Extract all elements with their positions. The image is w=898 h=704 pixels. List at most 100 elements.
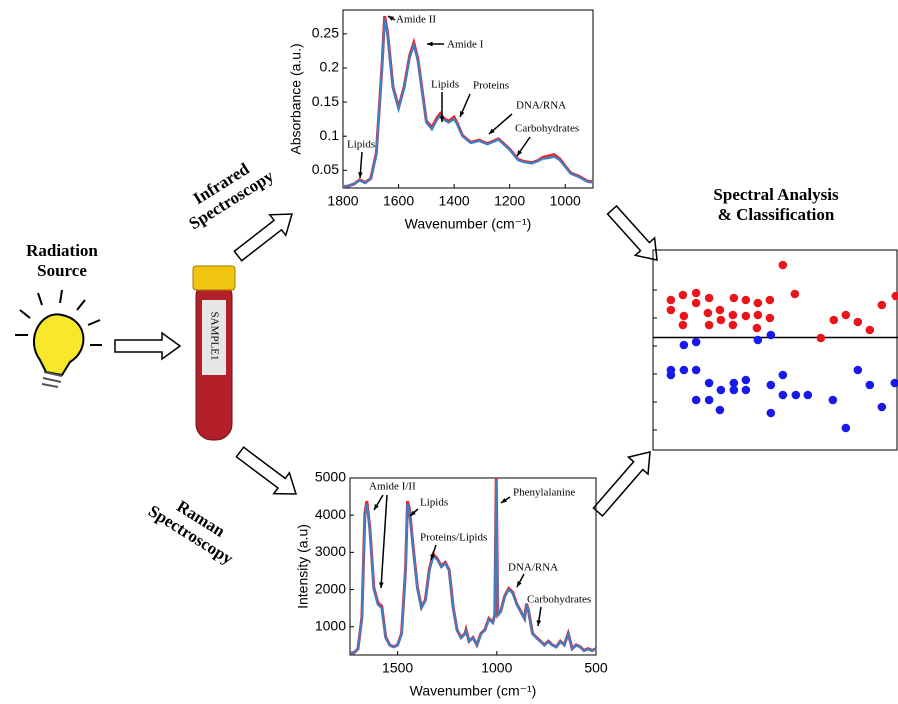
sample-point [766,380,776,390]
y-tick-label: 2000 [315,580,346,596]
sample-point [829,315,839,325]
annotation: Phenylalanine [513,487,575,499]
sample-point [741,311,751,321]
x-tick-label: 1000 [481,660,512,676]
x-tick-label: 1600 [383,193,414,209]
sample-point [729,293,739,303]
y-tick-label: 4000 [315,506,346,522]
annotation: Amide II [396,14,436,26]
sample-point [778,260,788,270]
arrow-head [536,620,542,626]
arrow-head [430,554,435,560]
sample-point [678,320,688,330]
sample-point [790,289,800,299]
arrow-head [489,128,495,134]
x-tick-label: 1200 [494,193,525,209]
arrow-head [439,116,445,122]
annotation: Lipids [431,79,459,91]
sample-point [691,288,701,298]
sample-point [679,340,689,350]
sample-point [679,311,689,321]
y-tick-label: 0.2 [320,59,340,75]
sample-tube [192,265,236,441]
annotation: Carbohydrates [515,123,579,135]
sample-point [691,337,701,347]
sample-point [778,390,788,400]
plot-frame [342,9,594,189]
sample-point [891,291,898,301]
sample-point [741,295,751,305]
source-label: Source [37,261,87,280]
x-tick-label: 1500 [382,660,413,676]
y-tick-label: 5000 [315,469,346,485]
arrow-head [379,582,384,588]
annotation: DNA/RNA [508,562,558,574]
sample-point [766,408,776,418]
arrow-head [374,504,379,510]
arrow-head [358,172,363,178]
flow-arrow [114,331,182,361]
arrow-head [517,150,523,156]
annotation: Carbohydrates [527,594,591,606]
annotation: Amide I [447,39,484,51]
annotation: Proteins/Lipids [420,532,487,544]
sample-point [729,378,739,388]
sample-point [716,385,726,395]
x-tick-label: 500 [584,660,608,676]
sample-point [765,313,775,323]
sample-point [791,390,801,400]
sample-point [853,317,863,327]
x-axis-label: Wavenumber (cm⁻¹) [405,216,532,232]
sample-point [679,365,689,375]
arrow-head [501,497,507,503]
annotation: DNA/RNA [516,100,566,112]
sample-point [778,370,788,380]
arrow-head [427,41,433,47]
sample-point [865,380,875,390]
sample-point [877,300,887,310]
sample-point [865,325,875,335]
arrow-head [517,581,522,587]
y-tick-label: 0.05 [312,161,339,177]
x-tick-label: 1800 [327,193,358,209]
sample-point [766,330,776,340]
y-tick-label: 1000 [315,617,346,633]
sample-point [704,378,714,388]
sample-point [666,305,676,315]
arrow-head [410,510,416,516]
light-bulb [15,289,102,388]
sample-point [704,293,714,303]
sample-point [741,385,751,395]
sample-point [704,395,714,405]
sample-point [666,295,676,305]
y-tick-label: 0.1 [320,127,340,143]
sample-point [691,298,701,308]
x-tick-label: 1400 [439,193,470,209]
x-axis-label: Wavenumber (cm⁻¹) [410,683,537,699]
arrow-head [388,16,394,21]
sample-point [841,310,851,320]
y-axis-label: Intensity (a.u) [295,524,311,609]
sample-point [803,390,813,400]
sample-point [678,290,688,300]
sample-point [828,395,838,405]
y-tick-label: 0.25 [312,25,339,41]
sample-point [753,335,763,345]
spectrum-line [342,18,594,188]
sample-label: SAMPLE1 [208,312,220,361]
sample-point [691,395,701,405]
sample-point [853,365,863,375]
sample-point [715,405,725,415]
sample-point [753,298,763,308]
y-tick-label: 3000 [315,543,346,559]
sample-point [704,320,714,330]
analysis-label: Spectral Analysis [713,185,839,204]
flow-arrow [235,446,298,495]
spectrum-line [350,479,597,654]
sample-point [752,323,762,333]
y-axis-label: Absorbance (a.u.) [288,43,304,154]
sample-point [703,308,713,318]
source-label: Radiation [26,241,98,260]
sample-point [691,365,701,375]
